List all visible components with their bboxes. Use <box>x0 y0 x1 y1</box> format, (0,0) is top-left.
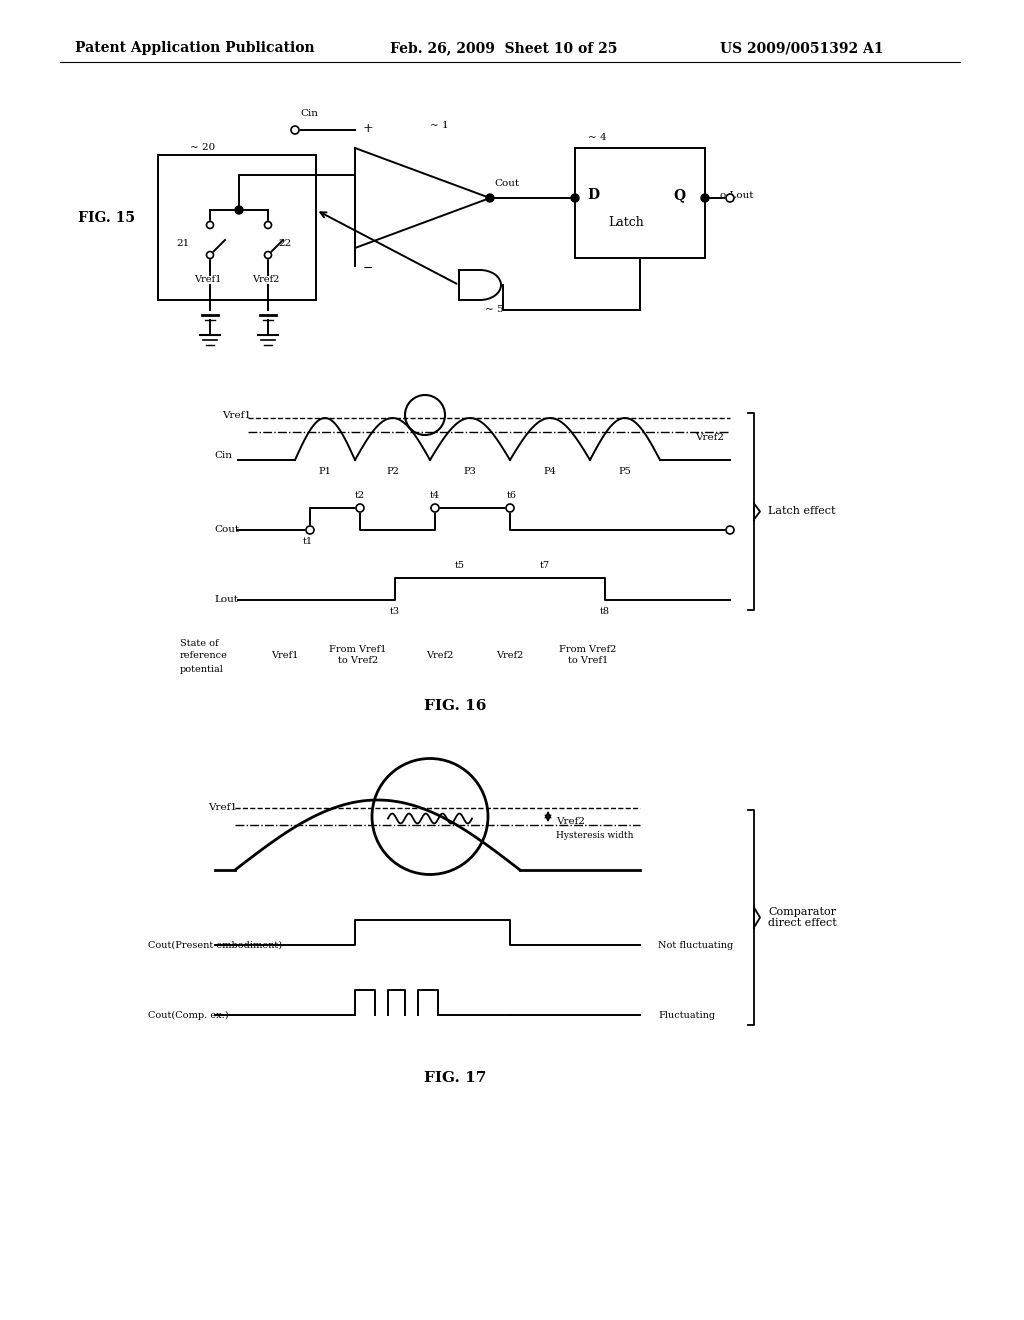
Text: Vref1: Vref1 <box>195 275 221 284</box>
Text: Latch effect: Latch effect <box>768 507 836 516</box>
Text: ~ 5: ~ 5 <box>485 305 504 314</box>
Circle shape <box>264 222 271 228</box>
Text: −: − <box>362 261 374 275</box>
Text: From Vref1
to Vref2: From Vref1 to Vref2 <box>330 645 387 665</box>
Text: P5: P5 <box>618 467 632 477</box>
Text: Cout: Cout <box>214 525 240 535</box>
Bar <box>158 154 316 300</box>
Text: reference: reference <box>180 652 228 660</box>
Text: Cout(Comp. ex.): Cout(Comp. ex.) <box>148 1010 228 1019</box>
Text: US 2009/0051392 A1: US 2009/0051392 A1 <box>720 41 884 55</box>
Circle shape <box>506 504 514 512</box>
Text: t3: t3 <box>390 607 400 616</box>
Circle shape <box>701 194 709 202</box>
Circle shape <box>726 525 734 535</box>
Text: t7: t7 <box>540 561 550 570</box>
Text: Patent Application Publication: Patent Application Publication <box>75 41 314 55</box>
Circle shape <box>486 194 494 202</box>
Text: t1: t1 <box>303 537 313 546</box>
Text: D: D <box>587 187 599 202</box>
Text: Lout: Lout <box>214 595 238 605</box>
Text: From Vref2
to Vref1: From Vref2 to Vref1 <box>559 645 616 665</box>
Circle shape <box>291 125 299 135</box>
Text: t5: t5 <box>455 561 465 570</box>
Text: Vref1: Vref1 <box>208 804 237 813</box>
Text: ~ 4: ~ 4 <box>588 133 606 143</box>
Text: Hysteresis width: Hysteresis width <box>556 830 634 840</box>
Text: 21: 21 <box>177 239 190 248</box>
Text: ~ 1: ~ 1 <box>430 120 449 129</box>
Text: Cin: Cin <box>214 450 232 459</box>
Circle shape <box>726 194 734 202</box>
Text: P3: P3 <box>464 467 476 477</box>
Circle shape <box>264 252 271 259</box>
Text: t4: t4 <box>430 491 440 500</box>
Text: 22: 22 <box>278 239 291 248</box>
Text: State of: State of <box>180 639 219 648</box>
Text: FIG. 16: FIG. 16 <box>424 700 486 713</box>
Bar <box>575 148 705 257</box>
Circle shape <box>234 206 243 214</box>
Text: Vref2: Vref2 <box>497 651 523 660</box>
Text: FIG. 17: FIG. 17 <box>424 1071 486 1085</box>
Text: P1: P1 <box>318 467 332 477</box>
Text: Latch: Latch <box>608 215 644 228</box>
Circle shape <box>571 194 579 202</box>
Text: Vref2: Vref2 <box>556 817 585 826</box>
Text: potential: potential <box>180 664 224 673</box>
Text: Vref2: Vref2 <box>252 275 280 284</box>
Text: P2: P2 <box>386 467 399 477</box>
Text: t2: t2 <box>355 491 366 500</box>
Circle shape <box>207 252 213 259</box>
Text: Feb. 26, 2009  Sheet 10 of 25: Feb. 26, 2009 Sheet 10 of 25 <box>390 41 617 55</box>
Text: +: + <box>362 121 374 135</box>
Circle shape <box>207 222 213 228</box>
Text: Q: Q <box>673 187 685 202</box>
Text: Vref1: Vref1 <box>222 411 251 420</box>
Text: ~ 20: ~ 20 <box>190 144 215 153</box>
Text: P4: P4 <box>544 467 556 477</box>
Text: Vref1: Vref1 <box>271 651 299 660</box>
Text: o Lout: o Lout <box>720 190 754 199</box>
Text: Vref2: Vref2 <box>426 651 454 660</box>
Circle shape <box>356 504 364 512</box>
Circle shape <box>306 525 314 535</box>
Text: Cout(Present embodiment): Cout(Present embodiment) <box>148 940 283 949</box>
Text: Cin: Cin <box>300 110 318 119</box>
Text: Not fluctuating: Not fluctuating <box>658 940 733 949</box>
Text: Comparator
direct effect: Comparator direct effect <box>768 907 837 928</box>
Text: t6: t6 <box>507 491 517 500</box>
Circle shape <box>431 504 439 512</box>
Text: FIG. 15: FIG. 15 <box>78 211 135 224</box>
Text: Cout: Cout <box>494 180 519 189</box>
Text: Fluctuating: Fluctuating <box>658 1011 715 1019</box>
Text: Vref2: Vref2 <box>695 433 724 441</box>
Text: t8: t8 <box>600 607 610 616</box>
